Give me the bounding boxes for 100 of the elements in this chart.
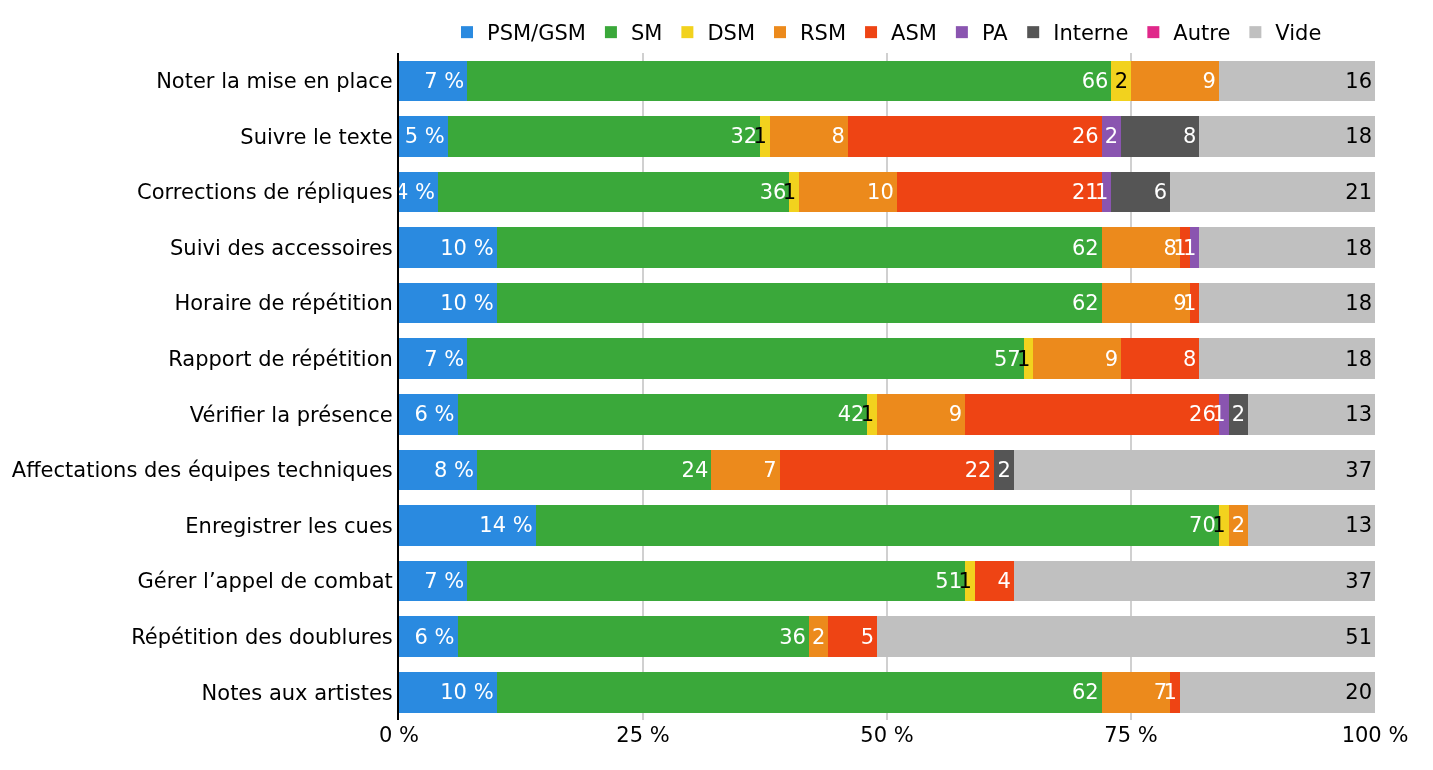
data-label: 10 % bbox=[440, 291, 494, 316]
data-label: 18 bbox=[1345, 291, 1372, 316]
legend-label: DSM bbox=[707, 21, 755, 46]
y-tick-label: Gérer l’appel de combat bbox=[137, 569, 393, 594]
bar bbox=[399, 282, 497, 324]
y-tick-label: Suivi des accessoires bbox=[170, 235, 393, 260]
data-label: 2 bbox=[812, 624, 826, 649]
y-tick-label: Corrections de répliques bbox=[137, 180, 393, 205]
legend-label: RSM bbox=[800, 21, 847, 46]
data-label: 7 % bbox=[424, 569, 465, 594]
bar bbox=[1199, 338, 1375, 379]
bar bbox=[399, 338, 468, 379]
bar bbox=[877, 394, 966, 435]
data-label: 9 bbox=[1202, 68, 1216, 93]
y-tick-label: Suivre le texte bbox=[240, 124, 393, 149]
data-label: 37 bbox=[1345, 457, 1372, 482]
data-label: 66 bbox=[1081, 68, 1109, 93]
x-tick-label: 50 % bbox=[860, 723, 914, 747]
data-label: 13 bbox=[1345, 402, 1372, 427]
data-label: 22 bbox=[964, 457, 992, 482]
data-label: 70 bbox=[1189, 513, 1216, 538]
x-tick-label: 0 % bbox=[379, 723, 419, 747]
bar bbox=[1199, 116, 1375, 157]
bar bbox=[399, 671, 497, 713]
legend-label: Autre bbox=[1173, 21, 1231, 46]
data-label: 9 bbox=[1104, 346, 1119, 371]
legend-label: PA bbox=[981, 21, 1009, 46]
data-label: 6 % bbox=[414, 402, 455, 427]
bar bbox=[477, 449, 712, 491]
bar bbox=[974, 560, 1014, 602]
data-label: 10 % bbox=[440, 680, 494, 705]
data-label: 6 % bbox=[414, 624, 455, 649]
bar bbox=[1248, 505, 1375, 546]
bar bbox=[1121, 116, 1200, 157]
data-label: 26 bbox=[1189, 402, 1216, 427]
bar bbox=[1033, 338, 1122, 379]
data-label: 24 bbox=[681, 457, 709, 482]
bar bbox=[1013, 560, 1375, 602]
bar bbox=[1111, 60, 1131, 102]
bar bbox=[1179, 671, 1375, 713]
data-label: 20 bbox=[1345, 680, 1372, 705]
bar bbox=[1218, 60, 1375, 102]
y-tick-label: Noter la mise en place bbox=[156, 69, 393, 94]
data-label: 10 bbox=[867, 179, 894, 204]
bar bbox=[1111, 171, 1171, 213]
data-label: 8 bbox=[831, 124, 845, 149]
data-label: 18 bbox=[1345, 346, 1372, 371]
data-label: 7 % bbox=[424, 68, 465, 93]
bar bbox=[1013, 449, 1375, 491]
bar bbox=[828, 616, 878, 657]
data-label: 26 bbox=[1071, 124, 1099, 149]
data-label: 5 bbox=[860, 624, 875, 649]
data-label: 6 bbox=[1153, 179, 1168, 204]
bar bbox=[457, 616, 809, 657]
bar bbox=[711, 449, 780, 491]
y-tick-label: Enregistrer les cues bbox=[185, 513, 393, 538]
data-label: 8 bbox=[1163, 235, 1177, 260]
bar bbox=[399, 394, 458, 435]
data-label: 9 bbox=[948, 402, 963, 427]
data-label: 14 % bbox=[479, 513, 533, 538]
y-tick-label: Rapport de répétition bbox=[168, 347, 393, 372]
bar bbox=[399, 449, 478, 491]
bar bbox=[467, 60, 1112, 102]
bar bbox=[877, 616, 1375, 657]
data-label: 51 bbox=[1345, 624, 1372, 649]
bar bbox=[1131, 60, 1219, 102]
data-label: 10 % bbox=[440, 235, 494, 260]
data-label: 62 bbox=[1071, 291, 1099, 316]
legend-label: Vide bbox=[1275, 21, 1322, 46]
bar bbox=[1199, 227, 1375, 268]
bar bbox=[399, 227, 497, 268]
data-label: 18 bbox=[1345, 124, 1372, 149]
data-label: 7 bbox=[763, 457, 777, 482]
data-label: 8 % bbox=[434, 457, 475, 482]
data-label: 8 bbox=[1182, 346, 1197, 371]
data-label: 18 bbox=[1345, 235, 1372, 260]
bar bbox=[1170, 171, 1375, 213]
data-label: 4 bbox=[997, 569, 1011, 594]
bar bbox=[1199, 282, 1375, 324]
bar bbox=[769, 116, 848, 157]
y-tick-label: Horaire de répétition bbox=[174, 291, 393, 316]
data-label: 37 bbox=[1345, 569, 1372, 594]
bar bbox=[399, 505, 536, 546]
bar bbox=[1121, 338, 1200, 379]
legend-label: ASM bbox=[891, 21, 937, 46]
data-label: 21 bbox=[1345, 179, 1372, 204]
data-label: 36 bbox=[779, 624, 806, 649]
legend-label: Interne bbox=[1053, 21, 1129, 46]
y-tick-label: Notes aux artistes bbox=[201, 680, 393, 705]
x-tick-label: 100 % bbox=[1341, 723, 1409, 747]
bar bbox=[496, 282, 1102, 324]
bar bbox=[799, 171, 897, 213]
data-label: 16 bbox=[1345, 68, 1372, 93]
bar bbox=[847, 116, 1102, 157]
y-tick-label: Affectations des équipes techniques bbox=[11, 458, 393, 483]
bar bbox=[399, 560, 468, 602]
data-label: 62 bbox=[1071, 235, 1099, 260]
x-tick-label: 25 % bbox=[616, 723, 670, 747]
bar bbox=[399, 60, 468, 102]
legend-label: PSM/GSM bbox=[487, 21, 586, 46]
